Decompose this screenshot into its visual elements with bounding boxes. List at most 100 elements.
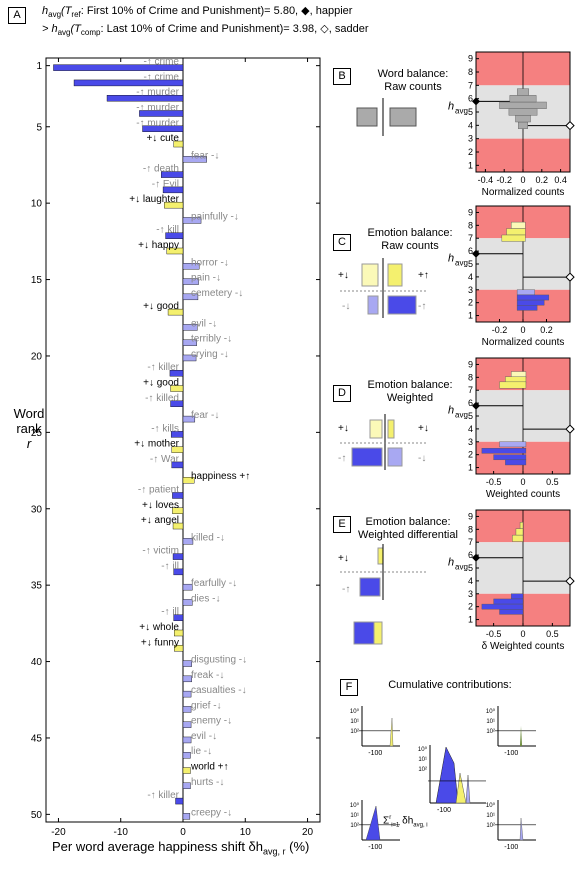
panel-d-ytick-label: 7 — [468, 385, 473, 395]
bar-9 — [162, 186, 184, 194]
word-label-8: -↑ death — [143, 164, 179, 175]
bar-46 — [182, 752, 191, 759]
bar-38 — [174, 629, 184, 637]
panel-b-xtick-label: 0.4 — [554, 175, 567, 185]
panel-e-ref-diamond — [472, 553, 480, 562]
header-t-ref: (T — [61, 5, 72, 17]
panel-d-pos-2 — [499, 381, 527, 389]
panel-label-b: B — [333, 68, 351, 85]
panel-d-br-box — [387, 447, 403, 467]
panel-c-ytick-label: 1 — [468, 311, 473, 321]
word-label-32: killed -↓ — [191, 532, 225, 543]
y-tick-label: 50 — [31, 810, 43, 821]
panel-f-mini-3-ytick-label: 10¹ — [350, 813, 359, 819]
panel-d-ytick-label: 3 — [468, 437, 473, 447]
panel-e-bl-box — [359, 577, 381, 597]
panel-b-title-2: Raw counts — [384, 81, 442, 93]
panel-d-xlabel: Weighted counts — [486, 489, 560, 500]
x-axis-label-text: Per word average happiness shift δh — [52, 839, 264, 854]
panel-b-title-1: Word balance: — [377, 68, 449, 80]
panel-c-label-bl: -↓ — [342, 301, 350, 312]
bar-27 — [171, 461, 184, 469]
panel-c-xtick-label: 0 — [520, 325, 525, 335]
word-label-9: -↑ Evil — [152, 179, 179, 190]
word-label-43: grief -↓ — [191, 700, 222, 711]
panel-e-xtick-label: 0 — [520, 629, 525, 639]
bar-16 — [182, 293, 199, 301]
bar-23 — [170, 400, 184, 407]
panel-b-ytick-label: 4 — [468, 120, 473, 130]
panel-label-f: F — [340, 679, 358, 696]
bar-44 — [182, 721, 192, 728]
panel-f-mini-2-ytick-label: 10² — [486, 729, 495, 735]
header-line-1: havg(Tref: First 10% of Crime and Punish… — [42, 4, 352, 22]
panel-label-c: C — [333, 234, 351, 251]
panel-b-ytick-label: 5 — [468, 107, 473, 117]
panel-e-ytick-label: 7 — [468, 537, 473, 547]
bar-47 — [182, 767, 191, 774]
bar-45 — [182, 736, 192, 744]
panel-c-tl-box — [361, 263, 379, 287]
bar-8 — [161, 171, 184, 178]
panel-c-ytick-label: 5 — [468, 259, 473, 269]
panel-b-ytick-label: 7 — [468, 80, 473, 90]
panel-d-neg-0 — [499, 441, 527, 448]
panel-f-main-ytick-label: 10¹ — [418, 757, 427, 763]
bar-22 — [170, 385, 184, 392]
y-tick-label: 40 — [31, 657, 43, 668]
panel-d-tl-box — [369, 419, 383, 439]
word-label-15: pain -↓ — [191, 273, 221, 284]
word-label-17: +↓ good — [143, 301, 179, 312]
panel-f-mini-1-xtick-label: -100 — [368, 750, 382, 757]
panel-d-ytick-label: 5 — [468, 411, 473, 421]
panel-f-mini-4-xtick-label: -100 — [504, 844, 518, 851]
bar-6 — [173, 140, 184, 148]
panel-c-label-tl: +↓ — [338, 270, 349, 281]
header-h-sub-2: avg — [57, 28, 71, 38]
word-label-36: dies -↓ — [191, 593, 220, 604]
word-label-13: +↓ happy — [138, 240, 179, 251]
panel-d-label-tr: +↓ — [418, 423, 429, 434]
word-label-14: horror -↓ — [191, 257, 229, 268]
word-label-38: +↓ whole — [139, 622, 179, 633]
panel-f-mini-3-ytick-label: 10⁰ — [350, 802, 360, 809]
word-label-1: -↑ crime — [143, 57, 179, 68]
sum-sub: i=1 — [391, 822, 400, 829]
panel-d-tr-box — [387, 419, 395, 439]
panel-f-sum-label: Σri=1 δhavg, i — [383, 812, 428, 831]
panel-f-mini-2-ytick-label: 10⁰ — [486, 708, 496, 715]
panel-c-neg-1 — [516, 294, 550, 301]
word-label-11: painfully -↓ — [191, 211, 239, 222]
word-label-41: freak -↓ — [191, 670, 224, 681]
panel-label-a: A — [8, 7, 26, 24]
panel-e-ytick-label: 9 — [468, 511, 473, 521]
panel-f-mini-3-ytick-label: 10² — [350, 823, 359, 829]
panel-d-label-bl: -↑ — [338, 453, 346, 464]
panel-e-ytick-label: 1 — [468, 615, 473, 625]
panel-b-xtick-label: -0.4 — [478, 175, 494, 185]
panel-label-e: E — [333, 516, 351, 533]
word-label-47: world +↑ — [190, 762, 229, 773]
panel-b-hist-3 — [499, 101, 547, 109]
panel-f-mini-2-xtick-label: -100 — [504, 750, 518, 757]
panel-d-ylabel-sub: avg — [455, 410, 468, 419]
bar-30 — [172, 507, 184, 514]
bar-32 — [182, 538, 194, 545]
word-label-37: -↑ ill — [161, 607, 179, 618]
panel-c-label-br: -↑ — [418, 301, 426, 312]
y-tick-label: 1 — [36, 61, 42, 72]
panel-c-xlabel: Normalized counts — [482, 337, 565, 348]
panel-b-hist-4 — [509, 95, 537, 103]
word-label-31: +↓ angel — [141, 515, 179, 526]
panel-d-title-1: Emotion balance: — [367, 379, 453, 391]
y-tick-label: 45 — [31, 733, 43, 744]
panel-d-ylabel: h — [448, 404, 454, 416]
header-line-2: > havg(Tcomp: Last 10% of Crime and Puni… — [42, 22, 369, 40]
panel-d-ref-diamond — [472, 401, 480, 410]
panel-c-tr-box — [387, 263, 403, 287]
panel-d-bl-box — [351, 447, 383, 467]
panel-f-mini-4-ytick-label: 10⁰ — [486, 802, 496, 809]
panel-f-mini-3-xtick-label: -100 — [368, 844, 382, 851]
panel-c-ytick-label: 8 — [468, 220, 473, 230]
